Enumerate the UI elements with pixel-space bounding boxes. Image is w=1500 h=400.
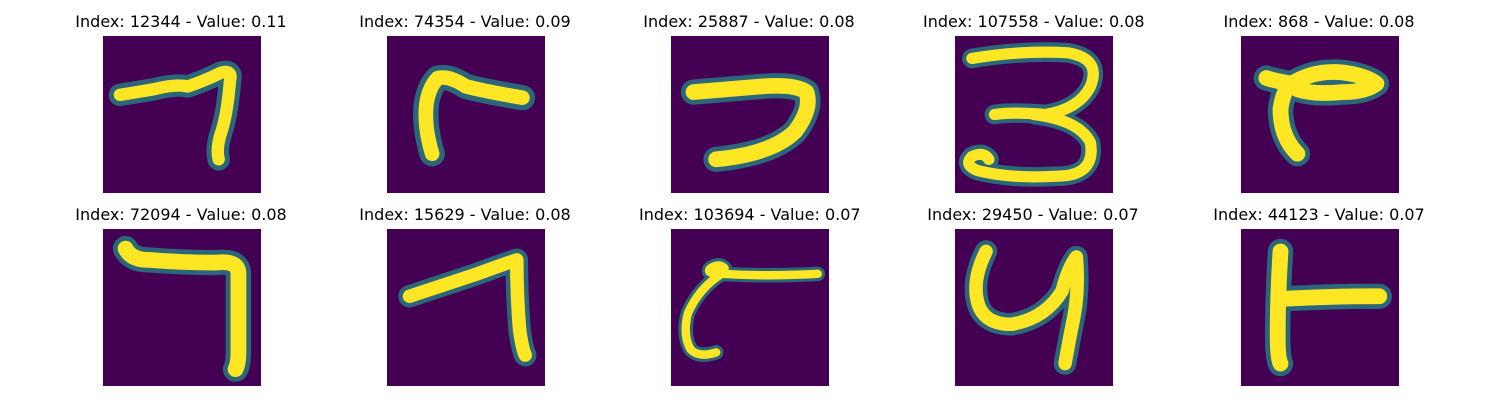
panel-title: Index: 44123 - Value: 0.07 [1213, 205, 1425, 224]
digit-image [103, 36, 261, 193]
digit-image [671, 36, 829, 193]
digit-image [387, 36, 545, 193]
digit-image [1241, 229, 1399, 386]
panel-title: Index: 107558 - Value: 0.08 [923, 12, 1145, 31]
panel-title: Index: 72094 - Value: 0.08 [75, 205, 287, 224]
panel-title: Index: 29450 - Value: 0.07 [927, 205, 1139, 224]
panel-title: Index: 15629 - Value: 0.08 [359, 205, 571, 224]
panel-title: Index: 12344 - Value: 0.11 [75, 12, 287, 31]
panel-title: Index: 103694 - Value: 0.07 [639, 205, 861, 224]
panel-title: Index: 868 - Value: 0.08 [1223, 12, 1415, 31]
digit-image [103, 229, 261, 386]
digit-image [955, 36, 1113, 193]
digit-image [1241, 36, 1399, 193]
digit-image [671, 229, 829, 386]
panel-title: Index: 74354 - Value: 0.09 [359, 12, 571, 31]
digit-image [387, 229, 545, 386]
panel-title: Index: 25887 - Value: 0.08 [643, 12, 855, 31]
digit-image [955, 229, 1113, 386]
